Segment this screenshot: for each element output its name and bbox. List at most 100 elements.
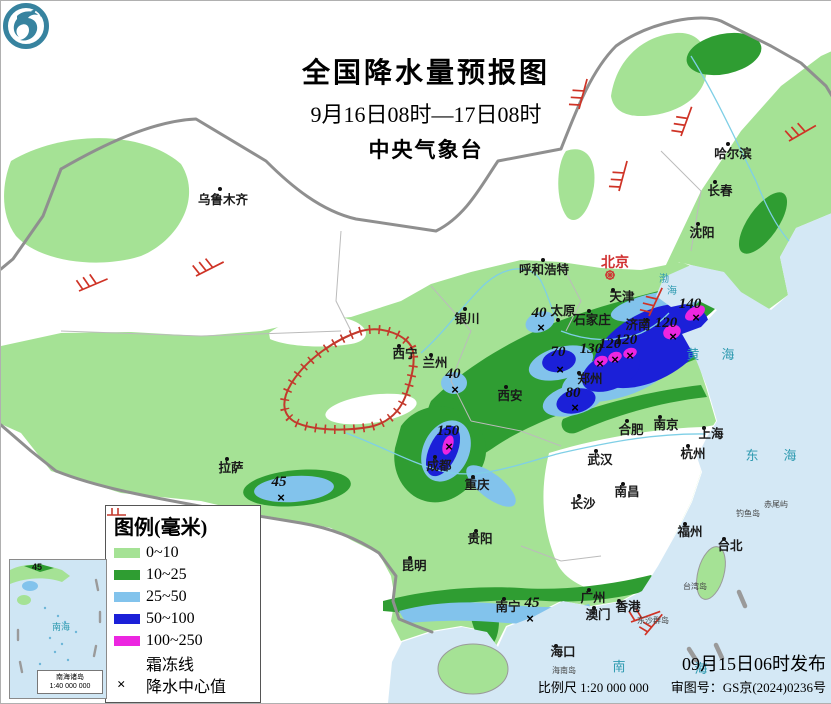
legend-swatch-10-25 <box>114 570 140 580</box>
city-label: 石家庄 <box>572 312 611 327</box>
city-label: 呼和浩特 <box>519 262 570 277</box>
rivers <box>345 55 790 475</box>
precip-value: 120 <box>615 332 638 348</box>
svg-text:渤: 渤 <box>659 272 669 285</box>
approval-number: 审图号：GS京(2024)0236号 <box>670 680 826 695</box>
map-title: 全国降水量预报图 <box>301 58 550 89</box>
svg-text:钓鱼岛: 钓鱼岛 <box>736 508 760 518</box>
cross-mark: × <box>692 310 700 325</box>
svg-text:赤尾屿: 赤尾屿 <box>764 500 788 509</box>
svg-text:海: 海 <box>667 284 677 297</box>
precip-value: 120 <box>655 315 678 331</box>
city-dots <box>218 142 730 648</box>
cross-mark: × <box>526 611 534 626</box>
city-label: 长春 <box>707 183 733 198</box>
legend-label: 0~10 <box>146 544 179 561</box>
city-label: 乌鲁木齐 <box>198 192 249 207</box>
cross-mark: × <box>537 320 545 335</box>
svg-text:黄: 黄 <box>686 347 699 362</box>
svg-text:海南岛: 海南岛 <box>552 665 576 675</box>
legend-title: 图例(毫米) <box>114 517 208 539</box>
inset-value: 45 <box>32 562 43 572</box>
legend-row: 50~100 <box>114 608 252 630</box>
cross-mark: × <box>277 490 285 505</box>
precip-value: 130 <box>580 341 603 357</box>
south-china-sea-inset: 南海 45 南海诸岛 1:40 000 000 <box>9 559 107 699</box>
precip-region-100-250 <box>442 305 705 455</box>
sea-labels: 渤 海 黄 海 东 海 南 海 <box>612 272 796 676</box>
legend-row: 100~250 <box>114 630 252 652</box>
scale-label: 比例尺 1:20 000 000 <box>537 680 649 695</box>
svg-text:海: 海 <box>783 448 796 463</box>
city-label: 广州 <box>580 590 605 605</box>
city-label: 拉萨 <box>218 460 244 475</box>
cross-mark: × <box>669 329 677 344</box>
island-labels: 台湾岛 海南岛 东沙群岛 钓鱼岛 赤尾屿 <box>552 500 788 675</box>
city-label: 太原 <box>550 303 576 318</box>
city-label: 海口 <box>550 644 575 659</box>
city-label: 香港 <box>614 599 641 614</box>
legend-label: 10~25 <box>146 566 187 583</box>
frost-line <box>279 324 419 435</box>
legend-swatch-0-10 <box>114 548 140 558</box>
city-label: 郑州 <box>577 371 602 386</box>
legend-center-label: 降水中心值 <box>146 679 227 696</box>
city-label: 武汉 <box>587 452 613 467</box>
cross-mark: × <box>556 362 564 377</box>
scale-and-approval: 比例尺 1:20 000 000 审图号：GS京(2024)0236号 <box>538 677 826 696</box>
precip-center-icon: × <box>117 676 126 693</box>
cma-logo <box>3 3 49 49</box>
precip-value: 140 <box>679 296 702 312</box>
precip-value: 40 <box>531 305 548 321</box>
svg-text:东: 东 <box>745 448 758 463</box>
precip-center-crosses: × × × × × × × × × × × × <box>277 310 700 626</box>
city-label: 哈尔滨 <box>714 146 752 161</box>
city-label: 天津 <box>609 289 635 304</box>
inset-sea-label: 南海 <box>52 621 70 632</box>
precip-value: 80 <box>566 385 582 401</box>
islands <box>437 546 726 695</box>
legend-row: 10~25 <box>114 564 252 586</box>
city-label: 贵阳 <box>467 531 492 546</box>
legend-swatch-50-100 <box>114 614 140 624</box>
forecast-period: 9月16日08时—17日08时 <box>310 102 542 127</box>
city-label: 昆明 <box>401 558 426 573</box>
cross-mark: × <box>596 356 604 371</box>
city-label: 银川 <box>454 311 479 326</box>
city-label: 杭州 <box>680 446 705 461</box>
city-label: 福州 <box>676 524 702 539</box>
cross-mark: × <box>571 400 579 415</box>
legend-row: 0~10 <box>114 542 252 564</box>
capital-marker: 北京 <box>601 254 629 280</box>
precip-value: 70 <box>551 344 567 360</box>
city-label: 沈阳 <box>689 225 714 240</box>
city-label: 南昌 <box>614 484 639 499</box>
city-label: 上海 <box>698 426 724 441</box>
province-borders <box>60 150 702 562</box>
precip-center-values: 140 120 130 120 120 70 80 40 40 150 45 4… <box>271 296 702 611</box>
legend-row-center: × 降水中心值 <box>114 674 252 697</box>
city-label: 合肥 <box>618 422 644 437</box>
precip-value: 150 <box>437 423 460 439</box>
city-label: 长沙 <box>570 496 596 511</box>
svg-text:南: 南 <box>612 659 625 674</box>
wind-barb-icons <box>75 78 817 636</box>
legend-frost-label: 霜冻线 <box>146 657 195 674</box>
capital-label: 北京 <box>601 254 629 270</box>
cross-mark: × <box>451 382 459 397</box>
inset-title: 南海诸岛 <box>56 674 84 681</box>
legend-row-frost: 霜冻线 <box>107 508 252 674</box>
legend-swatch-100-250 <box>114 636 140 646</box>
inset-scale: 1:40 000 000 <box>49 683 91 690</box>
cross-mark: × <box>626 348 634 363</box>
city-label: 澳门 <box>585 607 610 622</box>
city-label: 重庆 <box>464 477 490 492</box>
city-labels: 乌鲁木齐 哈尔滨 长春 沈阳 呼和浩特 天津 银川 太原 石家庄 济南 西宁 兰… <box>198 146 752 659</box>
title-block: 全国降水量预报图 9月16日08时—17日08时 中央气象台 <box>231 51 621 164</box>
svg-text:台湾岛: 台湾岛 <box>683 581 707 591</box>
publish-time: 09月15日06时发布 <box>682 654 826 674</box>
svg-text:东沙群岛: 东沙群岛 <box>637 615 669 625</box>
legend-box: 图例(毫米) 0~10 10~25 25~50 50~100 100~250 霜… <box>105 505 261 703</box>
